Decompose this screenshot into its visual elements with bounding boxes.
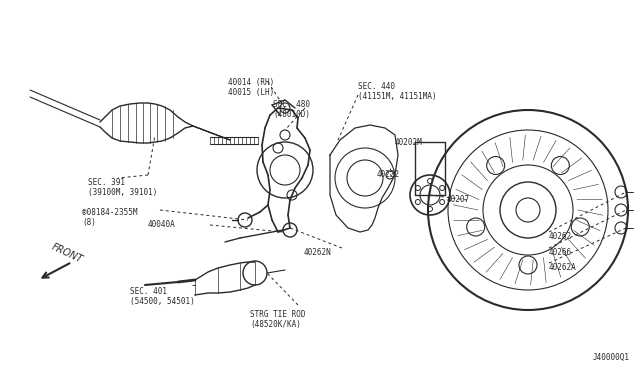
Text: 40266: 40266	[549, 248, 572, 257]
Text: SEC. 480
(48010D): SEC. 480 (48010D)	[273, 100, 310, 119]
Text: 40202M: 40202M	[395, 138, 423, 147]
Text: 40040A: 40040A	[148, 220, 176, 229]
Text: 40222: 40222	[377, 170, 400, 179]
Text: 40262A: 40262A	[549, 263, 577, 272]
Text: ®08184-2355M
(8): ®08184-2355M (8)	[82, 208, 138, 227]
Text: 40014 (RH)
40015 (LH): 40014 (RH) 40015 (LH)	[228, 78, 275, 97]
Text: 40207: 40207	[447, 195, 470, 204]
Text: J40000Q1: J40000Q1	[593, 353, 630, 362]
Text: STRG TIE ROD
(48520K/KA): STRG TIE ROD (48520K/KA)	[250, 310, 305, 329]
Text: SEC. 440
(41151M, 41151MA): SEC. 440 (41151M, 41151MA)	[358, 82, 436, 102]
Text: SEC. 401
(54500, 54501): SEC. 401 (54500, 54501)	[130, 287, 195, 307]
Text: SEC. 391
(39100M, 39101): SEC. 391 (39100M, 39101)	[88, 178, 157, 198]
Text: 40262N: 40262N	[304, 248, 332, 257]
Text: FRONT: FRONT	[50, 242, 84, 265]
Text: 40262: 40262	[549, 232, 572, 241]
